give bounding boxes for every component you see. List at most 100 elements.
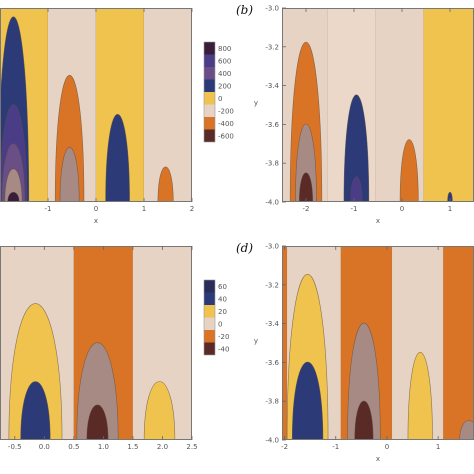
legend-label-4: 0 xyxy=(218,95,222,103)
y-tick-label-3: -3.6 xyxy=(265,121,279,129)
x-tick-label-1: -1 xyxy=(351,205,358,213)
x-tick-label-3: 1 xyxy=(448,205,452,213)
contour-lobe-1 xyxy=(20,381,51,440)
contour-lobe-5 xyxy=(399,139,419,202)
y-tick-label-0: -3.0 xyxy=(265,5,279,13)
plot-area xyxy=(282,246,474,440)
legend-swatch-3 xyxy=(204,317,215,330)
contour-lobe-2 xyxy=(76,342,119,440)
x-tick-label-6: 2.5 xyxy=(186,443,197,451)
plot-area xyxy=(0,246,192,440)
plot-area xyxy=(0,8,192,202)
legend-swatch-6 xyxy=(204,117,215,130)
contour-lobe-3 xyxy=(4,168,23,202)
y-tick-label-2: -3.4 xyxy=(265,320,279,328)
legend-label-3: 0 xyxy=(218,320,222,328)
legend-label-6: -400 xyxy=(218,120,234,128)
contour-lobe-1 xyxy=(291,361,324,440)
x-tick-label-2: 0 xyxy=(385,443,389,451)
legend-label-5: -200 xyxy=(218,107,234,115)
x-tick-label-0: -0.5 xyxy=(8,443,22,451)
legend-frame xyxy=(203,41,216,143)
x-axis-label: x xyxy=(94,217,98,225)
y-tick-label-1: -3.2 xyxy=(265,281,279,289)
legend-label-5: -40 xyxy=(218,345,229,353)
x-tick-label-1: -1 xyxy=(332,443,339,451)
legend-swatch-0 xyxy=(204,280,215,293)
y-axis-label: y xyxy=(254,337,258,345)
contour-lobe-8 xyxy=(157,166,174,202)
legend-swatch-4 xyxy=(204,330,215,343)
contour-lobe-6 xyxy=(59,147,80,202)
panel-b-contour-plot: -2 -1 0 1 x -3.0 -3.2 -3.4 -3.6 -3.8 -4.0 y (b) xyxy=(236,3,474,225)
legend-swatch-2 xyxy=(204,305,215,318)
legend-swatch-2 xyxy=(204,67,215,80)
legend-label-1: 600 xyxy=(218,57,231,65)
legend-swatch-5 xyxy=(204,342,215,355)
x-tick-label-1: 0 xyxy=(94,205,98,213)
x-tick-label-0: -2 xyxy=(281,443,288,451)
y-tick-label-5: -4.0 xyxy=(265,199,279,207)
legend-label-7: -600 xyxy=(218,132,234,140)
x-tick-label-5: 2.0 xyxy=(157,443,168,451)
contour-lobe-3 xyxy=(343,94,370,202)
band-3 xyxy=(423,8,474,202)
plot-frame xyxy=(0,246,192,440)
legend-swatch-4 xyxy=(204,92,215,105)
legend-swatch-1 xyxy=(204,54,215,67)
panel-label: (b) xyxy=(236,3,253,17)
contour-lobe-4 xyxy=(407,352,433,440)
legend-swatch-1 xyxy=(204,292,215,305)
legend-label-2: 400 xyxy=(218,70,231,78)
y-tick-label-3: -3.6 xyxy=(265,359,279,367)
contour-lobe-3 xyxy=(354,400,374,440)
plot-area xyxy=(282,8,474,202)
y-tick-label-5: -4.0 xyxy=(265,437,279,445)
panel-a-contour-plot: -1 0 1 2 x xyxy=(0,8,194,225)
legend-swatch-5 xyxy=(204,104,215,117)
panel-c-contour-plot: -0.5 0.0 0.5 1.0 1.5 2.0 2.5 xyxy=(0,246,198,451)
legend-label-3: 200 xyxy=(218,82,231,90)
legend-swatch-7 xyxy=(204,129,215,142)
contour-lobe-3 xyxy=(86,404,109,440)
contour-lobe-0 xyxy=(8,303,63,440)
x-tick-label-2: 0 xyxy=(400,205,404,213)
y-tick-label-1: -3.2 xyxy=(265,43,279,51)
y-tick-label-2: -3.4 xyxy=(265,82,279,90)
x-axis-label: x xyxy=(376,455,380,463)
y-tick-label-4: -3.8 xyxy=(265,160,279,168)
y-tick-label-4: -3.8 xyxy=(265,398,279,406)
panel-c-color-legend: 60 40 20 0 -20 -40 xyxy=(203,279,229,356)
panel-label: (d) xyxy=(236,241,253,255)
panel-d-contour-plot: -2 -1 0 1 x -3.0 -3.2 -3.4 -3.6 -3.8 -4.0 y (d) xyxy=(236,241,474,463)
contour-lobe-2 xyxy=(298,172,314,202)
contour-lobe-5 xyxy=(459,420,474,440)
legend-swatch-0 xyxy=(204,42,215,55)
legend-label-0: 800 xyxy=(218,45,231,53)
legend-label-0: 60 xyxy=(218,283,227,291)
x-tick-label-3: 1.0 xyxy=(98,443,109,451)
band-4 xyxy=(443,246,474,440)
x-tick-label-1: 0.0 xyxy=(39,443,50,451)
y-tick-label-0: -3.0 xyxy=(265,243,279,251)
band-0 xyxy=(282,246,288,440)
x-tick-label-0: -2 xyxy=(303,205,310,213)
legend-frame xyxy=(203,279,216,356)
x-tick-label-2: 1 xyxy=(142,205,146,213)
x-tick-label-3: 2 xyxy=(190,205,194,213)
legend-label-1: 40 xyxy=(218,295,227,303)
legend-label-2: 20 xyxy=(218,308,227,316)
x-tick-label-2: 0.5 xyxy=(68,443,79,451)
panel-a-color-legend: 800 600 400 200 0 -200 -400 -600 xyxy=(203,41,234,143)
x-tick-label-4: 1.5 xyxy=(127,443,138,451)
legend-swatch-3 xyxy=(204,79,215,92)
contour-lobe-4 xyxy=(143,381,176,440)
x-tick-label-3: 1 xyxy=(436,443,440,451)
y-axis-label: y xyxy=(254,99,258,107)
contour-lobe-7 xyxy=(105,114,130,202)
legend-label-4: -20 xyxy=(218,333,229,341)
x-axis-label: x xyxy=(376,217,380,225)
x-tick-label-0: -1 xyxy=(45,205,52,213)
contour-lobe-2 xyxy=(347,323,381,440)
